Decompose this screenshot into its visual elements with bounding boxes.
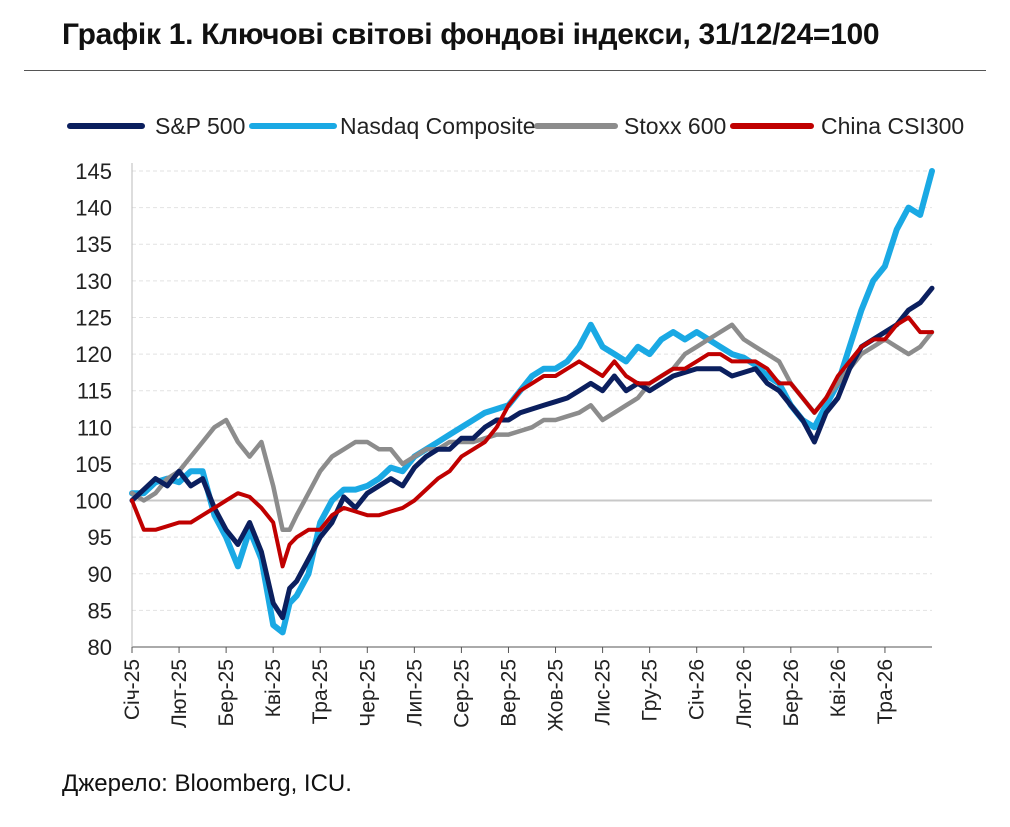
series-line-nasdaq-composite (129, 168, 935, 636)
chart-title: Графік 1. Ключові світові фондові індекс… (62, 18, 880, 51)
series-line-china-csi300 (130, 315, 934, 569)
x-tick-label: Бер-25 (215, 659, 238, 727)
y-tick-label: 120 (75, 342, 112, 367)
y-tick-label: 110 (77, 415, 112, 440)
y-tick-label: 115 (77, 379, 112, 404)
y-tick-label: 80 (88, 635, 112, 660)
x-tick-label: Січ-26 (686, 659, 709, 720)
x-tick-label: Вер-25 (497, 659, 520, 727)
series-lines (129, 168, 935, 636)
x-tick-label: Січ-25 (121, 659, 144, 720)
x-tick-label: Тра-25 (309, 659, 332, 724)
y-tick-label: 105 (75, 452, 112, 477)
y-tick-label: 95 (88, 525, 112, 550)
title-divider (24, 70, 986, 71)
y-tick-label: 85 (88, 598, 112, 623)
source-note: Джерело: Bloomberg, ICU. (62, 770, 352, 797)
x-tick-label: Лют-25 (168, 659, 191, 728)
line-chart: 80 85 90 95 100 105 110 115 120 125 130 135 140 145 Сі… (67, 113, 964, 731)
x-tick-label: Жов-25 (545, 659, 568, 731)
x-tick-label: Лют-26 (733, 659, 756, 728)
y-tick-label: 135 (75, 232, 112, 257)
x-tick-label: Тра-26 (874, 659, 897, 724)
x-tick-label: Кві-25 (262, 659, 285, 717)
legend: S&P 500 Nasdaq Composite Stoxx 600 China CS… (67, 113, 964, 139)
legend-label: Stoxx 600 (624, 113, 726, 139)
y-tick-label: 140 (75, 196, 112, 221)
axes: 80 85 90 95 100 105 110 115 120 125 130 135 140 145 Сі… (75, 159, 932, 731)
x-tick-label: Лип-25 (403, 659, 426, 726)
y-tick-label: 130 (75, 269, 112, 294)
legend-label: China CSI300 (821, 113, 964, 139)
y-tick-label: 145 (75, 159, 112, 184)
y-tick-label: 90 (88, 562, 112, 587)
legend-label: S&P 500 (155, 113, 245, 139)
x-tick-label: Гру-25 (639, 659, 662, 722)
series-line-s-p-500 (129, 285, 935, 621)
y-tick-label: 100 (75, 489, 112, 514)
x-tick-label: Сер-25 (450, 659, 473, 728)
y-tick-label: 125 (75, 305, 112, 330)
x-tick-label: Чер-25 (356, 659, 379, 727)
x-tick-label: Лис-25 (592, 659, 615, 725)
x-tick-label: Кві-26 (827, 659, 850, 717)
x-tick-label: Бер-26 (780, 659, 803, 727)
legend-label: Nasdaq Composite (340, 113, 536, 139)
